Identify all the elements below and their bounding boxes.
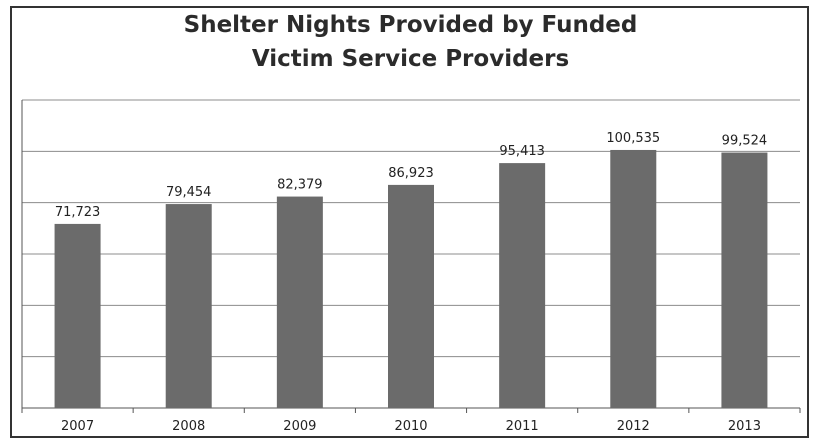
data-label-2007: 71,723 <box>55 205 101 220</box>
data-label-2011: 95,413 <box>499 144 545 159</box>
chart-title: Shelter Nights Provided by Funded Victim… <box>0 8 821 76</box>
bar-2011 <box>499 163 546 408</box>
x-tick-label-2012: 2012 <box>617 419 650 434</box>
x-tick-label-2009: 2009 <box>283 419 316 434</box>
data-label-2009: 82,379 <box>277 178 323 193</box>
bar-2009 <box>276 196 323 408</box>
data-label-2012: 100,535 <box>606 131 660 146</box>
data-label-2013: 99,524 <box>722 134 768 149</box>
bar-2007 <box>54 223 101 408</box>
bar-2013 <box>721 152 768 408</box>
data-label-2010: 86,923 <box>388 166 434 181</box>
chart-title-line-2: Victim Service Providers <box>251 46 570 72</box>
x-tick-label-2011: 2011 <box>506 419 539 434</box>
bar-2010 <box>388 184 434 408</box>
bar-2012 <box>610 149 657 409</box>
bar-2008 <box>165 204 212 408</box>
x-tick-label-2010: 2010 <box>394 419 427 434</box>
x-tick-label-2013: 2013 <box>728 419 761 434</box>
chart-title-line-1: Shelter Nights Provided by Funded <box>183 12 638 38</box>
x-tick-label-2008: 2008 <box>172 419 205 434</box>
x-tick-label-2007: 2007 <box>61 419 94 434</box>
data-label-2008: 79,454 <box>166 185 212 200</box>
